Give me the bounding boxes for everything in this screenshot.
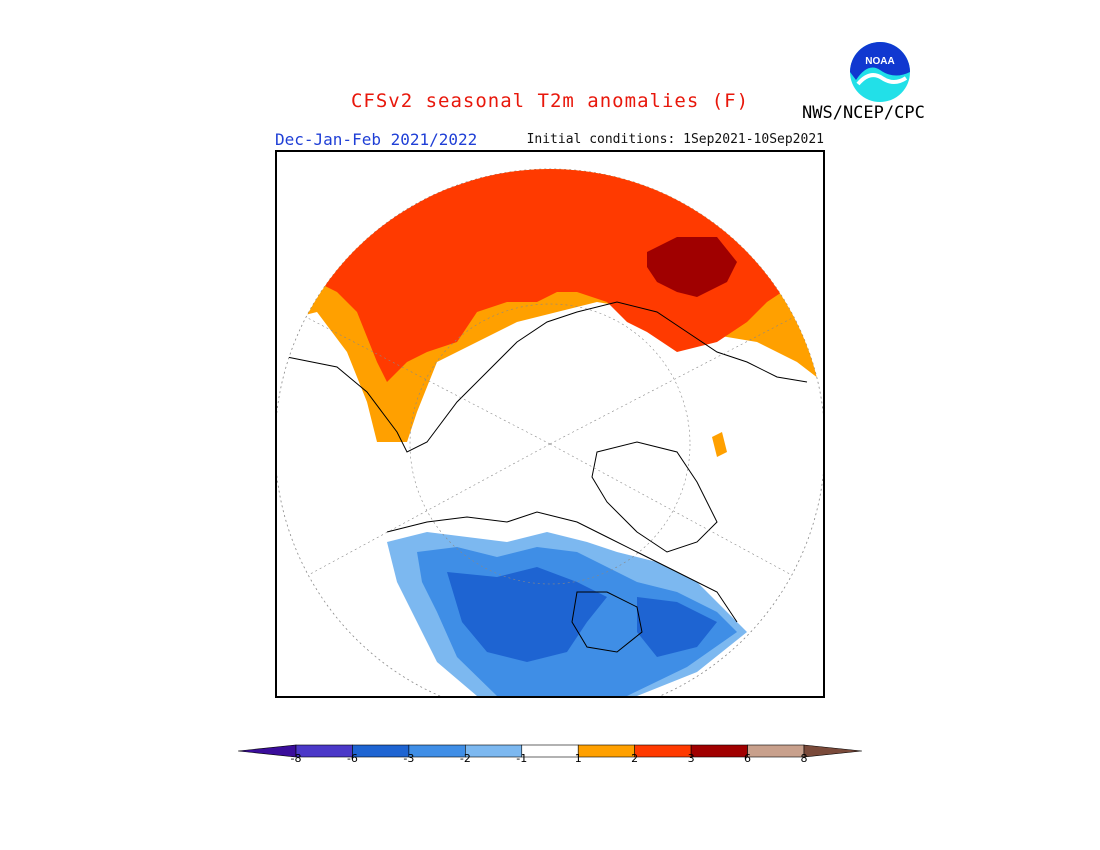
anomaly-region-cool-dark [447, 567, 607, 662]
anomaly-region-cool-dark-east [637, 597, 717, 657]
colorbar [238, 744, 862, 758]
colorbar-tick-label: -6 [346, 752, 358, 765]
coastline-north-america [386, 511, 738, 623]
graticule-line [549, 443, 823, 593]
colorbar-box [747, 744, 805, 758]
colorbar-tick-label: -1 [516, 752, 528, 765]
colorbar-tick-label: -8 [290, 752, 302, 765]
colorbar-tick-label: 2 [631, 752, 639, 765]
colorbar-tick-label: -3 [403, 752, 415, 765]
coastline-greenland [591, 441, 718, 553]
polar-map [277, 168, 823, 696]
graticule-line [277, 301, 551, 445]
season-label: Dec-Jan-Feb 2021/2022 [275, 130, 478, 149]
logo-text: NOAA [865, 56, 894, 67]
colorbar-arrow-high [803, 744, 862, 758]
colorbar-tick-label: 3 [687, 752, 695, 765]
colorbar-box [352, 744, 410, 758]
colorbar-box [295, 744, 353, 758]
colorbar-box [465, 744, 523, 758]
colorbar-box [408, 744, 466, 758]
coastline-eurasia [286, 301, 808, 453]
agency-label: NWS/NCEP/CPC [802, 103, 925, 123]
anomaly-region-warm-orange-small [712, 432, 727, 457]
map-frame [275, 150, 825, 698]
graticule-ring [409, 303, 691, 585]
coastline-hudson-bay [571, 591, 643, 653]
graticule-line [277, 443, 551, 593]
noaa-logo: NOAA [850, 42, 910, 102]
chart-title: CFSv2 seasonal T2m anomalies (F) [350, 90, 750, 112]
colorbar-tick-label: -2 [459, 752, 471, 765]
colorbar-box [634, 744, 692, 758]
initial-conditions-label: Initial conditions: 1Sep2021-10Sep2021 [526, 132, 824, 147]
colorbar-tick-label: 1 [574, 752, 582, 765]
colorbar-tick-label: 6 [744, 752, 752, 765]
colorbar-tick-label: 8 [800, 752, 808, 765]
colorbar-box [521, 744, 579, 758]
anomaly-region-warm-darkred [647, 237, 737, 297]
colorbar-box [690, 744, 748, 758]
colorbar-box [577, 744, 635, 758]
colorbar-arrow-low [238, 744, 297, 758]
graticule-line [549, 301, 823, 445]
